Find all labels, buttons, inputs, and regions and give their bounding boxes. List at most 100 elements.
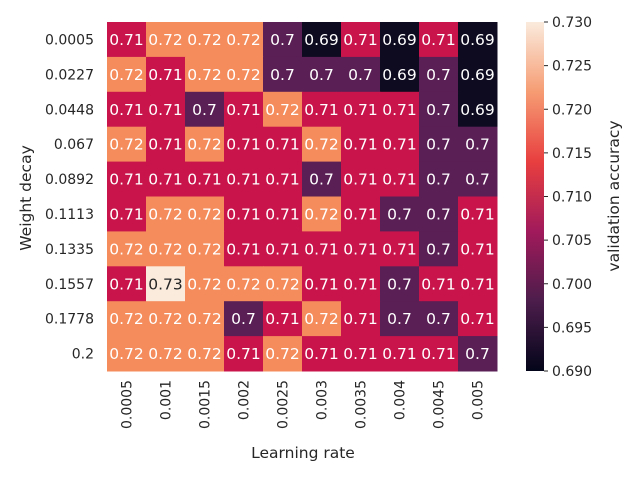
heatmap-cell xyxy=(146,22,186,58)
heatmap-cell-value: 0.71 xyxy=(265,136,300,154)
heatmap-cell xyxy=(185,161,225,197)
heatmap-cell-value: 0.72 xyxy=(109,136,144,154)
y-tick-label: 0.0227 xyxy=(45,67,94,83)
heatmap-cell xyxy=(185,126,225,163)
heatmap-cell xyxy=(458,336,498,372)
heatmap-cell-value: 0.71 xyxy=(265,171,300,189)
heatmap-cell-value: 0.72 xyxy=(187,345,222,363)
heatmap-cell-value: 0.7 xyxy=(426,205,451,223)
heatmap-cell xyxy=(107,301,147,337)
heatmap-cell xyxy=(146,126,186,163)
heatmap-cell-value: 0.72 xyxy=(109,66,144,84)
heatmap-cell xyxy=(146,301,186,337)
heatmap-cell xyxy=(341,126,381,163)
colorbar-label: validation accuracy xyxy=(605,120,623,271)
y-tick-labels: 0.0005 0.0227 0.0448 0.067 0.0892 0.1113 0.133… xyxy=(45,32,94,362)
heatmap-cell-value: 0.71 xyxy=(148,101,183,119)
heatmap-cell xyxy=(107,231,147,267)
heatmap-cell-value: 0.71 xyxy=(226,205,261,223)
y-axis-label: Weight decay xyxy=(17,145,35,251)
heatmap-cell xyxy=(107,126,147,163)
heatmap-cell xyxy=(380,196,420,232)
heatmap-cell-value: 0.71 xyxy=(343,310,378,328)
heatmap-cell-value: 0.71 xyxy=(382,240,417,258)
heatmap-cell-value: 0.71 xyxy=(109,171,144,189)
heatmap-cell xyxy=(380,91,420,128)
heatmap-cell-value: 0.72 xyxy=(265,345,300,363)
heatmap-cell xyxy=(107,336,147,372)
heatmap-cell xyxy=(458,91,498,128)
heatmap-cell-value: 0.72 xyxy=(187,66,222,84)
heatmap-cell xyxy=(419,196,459,232)
heatmap-cell-value: 0.71 xyxy=(421,345,456,363)
heatmap-cell-value: 0.71 xyxy=(460,205,495,223)
y-tick-label: 0.067 xyxy=(54,137,94,153)
colorbar-ticks: 0.690 0.695 0.700 0.705 0.710 0.715 0.720 0.725… xyxy=(544,15,592,380)
heatmap-cell-value: 0.71 xyxy=(109,205,144,223)
heatmap-cell xyxy=(341,231,381,267)
heatmap-cell-value: 0.72 xyxy=(304,310,339,328)
heatmap-cell xyxy=(146,161,186,197)
heatmap-cell-value: 0.71 xyxy=(109,31,144,49)
heatmap-cell xyxy=(185,22,225,58)
heatmap-cell-value: 0.7 xyxy=(426,310,451,328)
heatmap-cell-value: 0.71 xyxy=(382,171,417,189)
heatmap-cell-value: 0.72 xyxy=(187,275,222,293)
heatmap-cell-value: 0.71 xyxy=(226,101,261,119)
heatmap-cell-value: 0.71 xyxy=(382,101,417,119)
colorbar-tick-label: 0.725 xyxy=(552,59,592,75)
heatmap-cell-value: 0.72 xyxy=(226,31,261,49)
heatmap-cell-value: 0.71 xyxy=(382,345,417,363)
heatmap-cell xyxy=(146,231,186,267)
heatmap-cell xyxy=(341,161,381,197)
heatmap-cell-value: 0.71 xyxy=(265,240,300,258)
x-tick-label: 0.0015 xyxy=(198,380,214,429)
heatmap-cell xyxy=(224,126,264,163)
heatmap-cells xyxy=(107,22,498,372)
heatmap-cell-value: 0.72 xyxy=(148,240,183,258)
heatmap-cell xyxy=(185,196,225,232)
heatmap-cell-value: 0.71 xyxy=(343,345,378,363)
heatmap-cell-value: 0.7 xyxy=(231,310,256,328)
heatmap-cell-value: 0.69 xyxy=(304,31,339,49)
heatmap-cell-value: 0.71 xyxy=(304,275,339,293)
heatmap-cell-value: 0.71 xyxy=(226,240,261,258)
heatmap-cell xyxy=(458,56,498,93)
heatmap-cell xyxy=(263,301,303,337)
heatmap-cell-value: 0.71 xyxy=(148,171,183,189)
y-tick-label: 0.1335 xyxy=(45,242,94,258)
heatmap-cell xyxy=(302,91,342,128)
heatmap-cell xyxy=(107,56,147,93)
heatmap-cell xyxy=(302,126,342,163)
heatmap-cell-value: 0.71 xyxy=(460,240,495,258)
colorbar-tick-label: 0.705 xyxy=(552,233,592,249)
heatmap-cell xyxy=(185,91,225,128)
colorbar-tick-label: 0.700 xyxy=(552,277,592,293)
heatmap-cell-value: 0.71 xyxy=(382,136,417,154)
heatmap-cell xyxy=(224,22,264,58)
colorbar-tick-label: 0.715 xyxy=(552,146,592,162)
heatmap-cell xyxy=(302,266,342,302)
y-tick-label: 0.0892 xyxy=(45,172,94,188)
heatmap-cell xyxy=(419,91,459,128)
heatmap-cell-value: 0.7 xyxy=(309,171,334,189)
heatmap-cell xyxy=(341,336,381,372)
heatmap-cell-value: 0.71 xyxy=(343,101,378,119)
y-tick-label: 0.2 xyxy=(72,347,94,363)
heatmap-cell xyxy=(185,301,225,337)
heatmap-cell-value: 0.71 xyxy=(187,171,222,189)
heatmap-cell xyxy=(419,336,459,372)
heatmap-cell xyxy=(146,266,186,302)
heatmap-cell-value: 0.72 xyxy=(304,136,339,154)
heatmap-cell xyxy=(341,22,381,58)
heatmap-cell-value: 0.72 xyxy=(226,275,261,293)
x-axis-label: Learning rate xyxy=(251,444,355,462)
heatmap-cell xyxy=(107,196,147,232)
heatmap-cell-value: 0.69 xyxy=(460,31,495,49)
heatmap-cell-value: 0.72 xyxy=(148,345,183,363)
x-tick-label: 0.003 xyxy=(315,380,331,420)
heatmap-cell xyxy=(302,301,342,337)
heatmap-cell-value: 0.72 xyxy=(109,240,144,258)
heatmap-cell-value: 0.72 xyxy=(187,240,222,258)
